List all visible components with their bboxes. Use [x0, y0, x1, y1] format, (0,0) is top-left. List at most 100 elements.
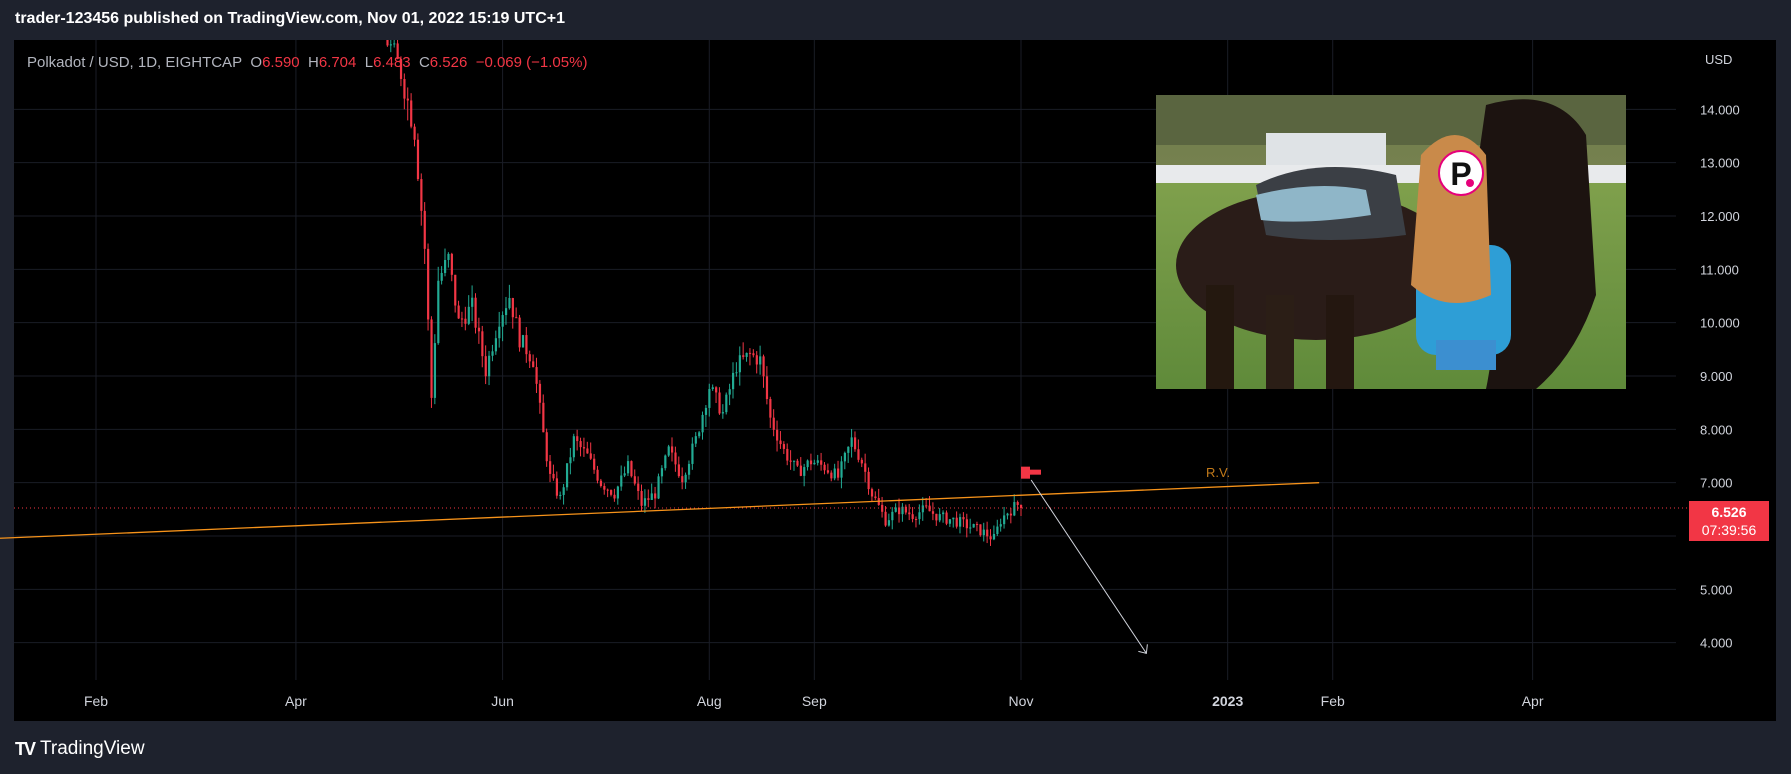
candle-body — [948, 519, 952, 524]
x-tick-label: Aug — [697, 693, 722, 709]
tradingview-logo-icon: TV — [15, 738, 36, 759]
candle-body — [525, 335, 528, 355]
candle-body — [433, 343, 437, 398]
candle-body — [437, 280, 440, 344]
candle-body — [488, 355, 491, 377]
y-tick-label: 9.000 — [1700, 369, 1733, 384]
candle-body — [420, 179, 423, 211]
candle-body — [999, 524, 1002, 527]
projection-arrow — [1030, 479, 1147, 654]
candle-body — [843, 452, 847, 462]
candle-body — [410, 100, 413, 127]
candle-body — [549, 461, 552, 474]
candle-body — [735, 372, 738, 374]
currency-label: USD — [1705, 52, 1732, 67]
publish-header: trader-123456 published on TradingView.c… — [15, 10, 565, 27]
candle-body — [681, 476, 684, 483]
candle-body — [393, 43, 396, 45]
candle-body — [820, 460, 823, 465]
candle-body — [576, 436, 579, 442]
candle-body — [403, 78, 406, 99]
candle-body — [728, 389, 731, 395]
candle-body — [521, 335, 525, 348]
candle-body — [908, 512, 911, 515]
candle-body — [867, 471, 870, 490]
candle-body — [935, 513, 938, 521]
candle-body — [586, 448, 589, 454]
candle-body — [772, 417, 775, 430]
candle-body — [501, 315, 504, 327]
candle-body — [552, 473, 555, 479]
candle-body — [460, 318, 464, 320]
candle-body — [928, 505, 931, 512]
candle-body — [616, 486, 619, 499]
y-tick-label: 7.000 — [1700, 476, 1733, 491]
candle-body — [789, 460, 792, 462]
candle-body — [962, 517, 965, 520]
candle-body — [894, 507, 897, 512]
candle-body — [796, 460, 799, 466]
candle-body — [545, 432, 548, 462]
close-value: 6.526 — [429, 54, 468, 71]
candle-body — [542, 402, 545, 433]
candle-body — [833, 468, 836, 479]
candle-body — [427, 248, 430, 320]
candle-body — [677, 464, 680, 477]
candle-body — [823, 464, 826, 471]
candle-body — [870, 489, 874, 497]
candle-body — [623, 473, 626, 476]
open-label: O — [250, 54, 263, 71]
candle-body — [914, 518, 918, 520]
candle-body — [555, 478, 559, 496]
candle-body — [921, 505, 924, 513]
low-value: 6.483 — [373, 54, 411, 71]
candle-body — [674, 452, 677, 465]
x-tick-label: 2023 — [1212, 693, 1243, 709]
candle-body — [633, 476, 636, 484]
low-label: L — [364, 54, 374, 71]
candle-body — [925, 505, 928, 507]
symbol-legend: Polkadot / USD, 1D, EIGHTCAP O6.590 H6.7… — [27, 54, 587, 71]
candle-body — [969, 527, 972, 529]
candle-body — [887, 520, 891, 526]
candle-body — [942, 512, 945, 515]
candle-body — [430, 319, 433, 398]
candle-body — [643, 498, 647, 506]
candle-body — [698, 432, 701, 437]
candle-body — [694, 436, 697, 444]
candle-body — [386, 40, 389, 46]
candle-body — [593, 458, 596, 470]
candle-body — [996, 526, 999, 535]
candle-body — [792, 460, 796, 462]
high-label: H — [307, 54, 319, 71]
candle-body — [620, 475, 623, 487]
x-tick-label: Apr — [285, 693, 307, 709]
x-tick-label: Jun — [491, 693, 514, 709]
candle-body — [972, 523, 975, 528]
candle-body — [816, 460, 819, 463]
illustration-image: P — [1156, 95, 1626, 389]
candle-body — [979, 524, 982, 536]
candle-body — [1009, 513, 1013, 516]
candle-body — [447, 253, 450, 260]
footer-brand[interactable]: TV TradingView — [15, 738, 145, 760]
candle-body — [748, 352, 752, 354]
candle-body — [477, 327, 481, 332]
candle-body — [572, 436, 575, 458]
candle-body — [837, 468, 840, 478]
candle-body — [752, 353, 755, 356]
candle-body — [986, 529, 989, 537]
candle-body — [904, 506, 907, 513]
candle-body — [684, 474, 687, 483]
candle-body — [559, 494, 562, 496]
last-price-value: 6.526 — [1711, 504, 1747, 520]
candle-body — [813, 462, 816, 465]
candle-body — [809, 460, 813, 465]
symbol-name: Polkadot / USD, 1D, EIGHTCAP — [27, 54, 243, 71]
candle-body — [759, 356, 762, 365]
candle-body — [786, 448, 789, 461]
candle-body — [599, 480, 603, 487]
candle-body — [484, 356, 487, 377]
candle-body — [626, 461, 630, 474]
candle-body — [406, 98, 409, 101]
